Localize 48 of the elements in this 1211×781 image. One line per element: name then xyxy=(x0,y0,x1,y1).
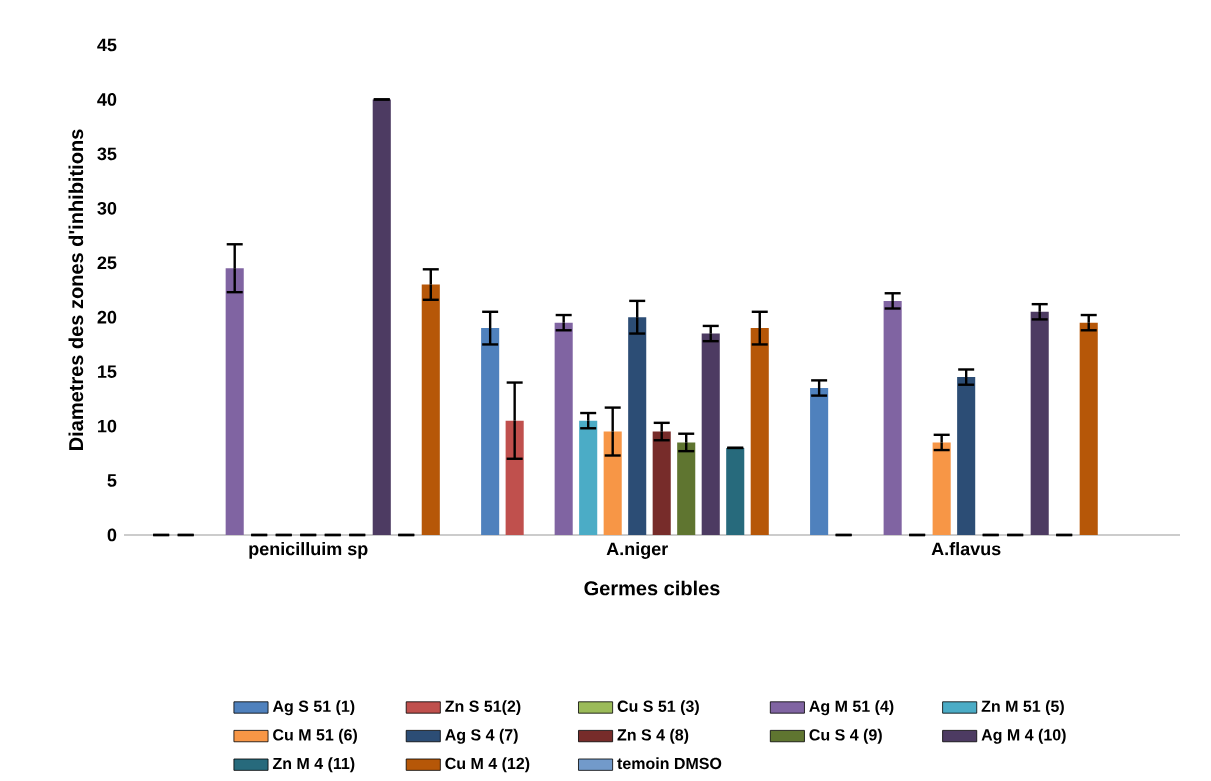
legend-label: Cu M 4 (12) xyxy=(445,757,530,773)
x-axis-title: Germes cibles xyxy=(584,580,720,596)
bar xyxy=(932,442,951,535)
y-tick-label: 20 xyxy=(97,310,117,324)
bar xyxy=(372,99,391,535)
bar xyxy=(628,317,647,535)
y-tick-label: 25 xyxy=(97,256,117,270)
y-tick-label: 10 xyxy=(98,419,117,433)
bar xyxy=(1079,322,1098,535)
legend-label: Ag M 51 (4) xyxy=(809,700,894,716)
legend-label: Ag S 51 (1) xyxy=(272,700,355,716)
bar xyxy=(505,420,524,535)
bar xyxy=(579,420,598,535)
bar xyxy=(481,328,500,535)
bar xyxy=(677,442,696,535)
legend-label: Cu S 51 (3) xyxy=(617,700,699,716)
y-tick-label: 35 xyxy=(97,147,117,161)
legend-label: Zn M 4 (11) xyxy=(272,757,355,773)
x-tick-label: A.niger xyxy=(606,542,668,559)
legend-label: Cu M 51 (6) xyxy=(273,728,357,744)
bar xyxy=(652,431,671,535)
bar xyxy=(225,268,244,535)
bar xyxy=(701,333,720,535)
legend-label: Ag S 4 (7) xyxy=(445,728,518,744)
bar xyxy=(603,431,622,535)
y-tick-label: 15 xyxy=(98,365,117,378)
y-tick-label: 0 xyxy=(107,528,117,542)
legend-label: Zn S 51(2) xyxy=(445,700,521,716)
bar xyxy=(554,322,573,535)
bar xyxy=(1030,311,1049,535)
bar xyxy=(810,387,829,535)
legend-label: Ag M 4 (10) xyxy=(981,728,1066,744)
bar xyxy=(726,447,745,535)
y-axis-title: Diametres des zones d'inhibitions xyxy=(68,129,84,450)
y-tick-label: 30 xyxy=(97,201,117,215)
bar xyxy=(750,328,769,535)
legend-label: Zn S 4 (8) xyxy=(617,728,689,744)
bar xyxy=(883,300,902,535)
y-tick-label: 45 xyxy=(97,38,117,52)
bar xyxy=(421,284,440,535)
y-tick-label: 40 xyxy=(97,93,117,106)
legend-label: temoin DMSO xyxy=(617,757,722,770)
legend-label: Cu S 4 (9) xyxy=(809,728,882,744)
x-tick-label: A.flavus xyxy=(931,542,1001,556)
x-tick-label: penicilluim sp xyxy=(249,542,368,559)
y-tick-label: 5 xyxy=(107,474,117,487)
bar xyxy=(957,377,976,535)
legend-label: Zn M 51 (5) xyxy=(981,700,1064,716)
